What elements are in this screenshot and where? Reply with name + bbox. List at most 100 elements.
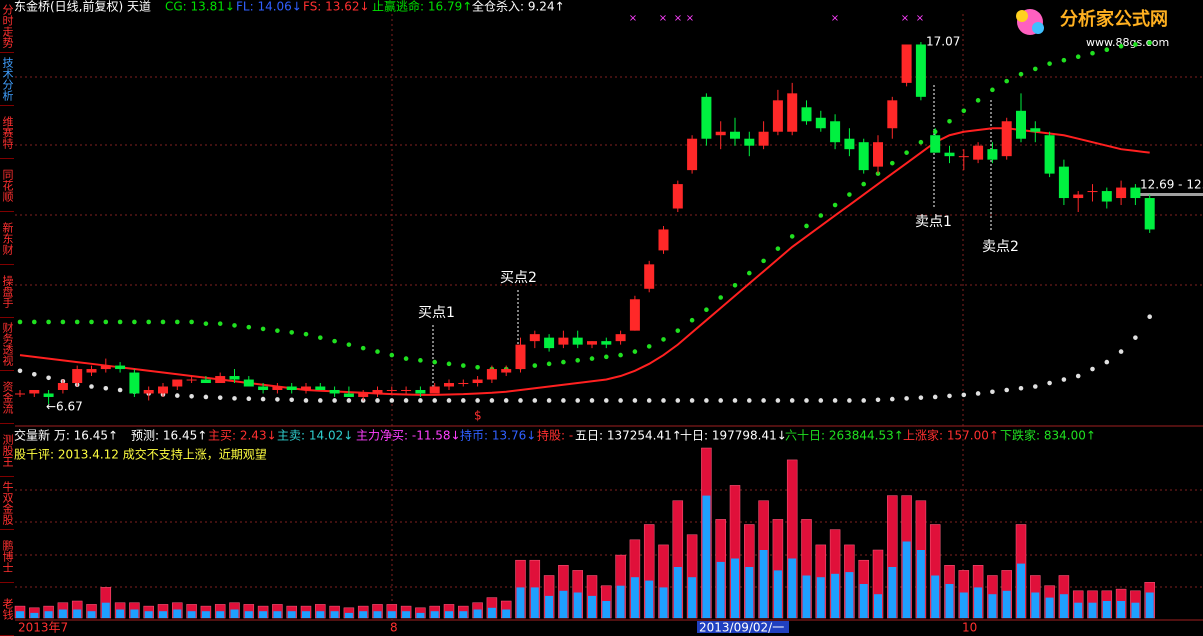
sidebar-tab[interactable]: 分时走势: [0, 0, 14, 53]
sidebar-tab[interactable]: 资金流: [0, 371, 14, 424]
dot: [475, 398, 480, 403]
candle-body: [15, 393, 25, 395]
dot: [947, 118, 952, 124]
dot: [632, 349, 638, 354]
candle-body: [973, 145, 984, 160]
volume-inner-bar: [30, 612, 39, 618]
candle-body: [1101, 191, 1112, 202]
candle-body: [1001, 121, 1012, 157]
candle-body: [901, 44, 912, 83]
candle-body: [243, 379, 254, 387]
volume-inner-bar: [745, 567, 754, 618]
dot: [1018, 71, 1024, 77]
candle-body: [43, 393, 54, 397]
volume-inner-bar: [1002, 590, 1011, 618]
dot: [575, 358, 580, 363]
candle-body: [143, 389, 154, 394]
volume-inner-bar: [1145, 592, 1154, 618]
candle-body: [730, 131, 740, 139]
dot: [403, 356, 409, 361]
volume-header-item: 持币: 13.76↓: [460, 428, 536, 443]
dot: [1133, 335, 1138, 340]
dot: [46, 319, 51, 325]
volume-inner-bar: [44, 611, 53, 618]
dot: [1004, 78, 1009, 84]
candle-body: [186, 379, 197, 381]
candle-body: [386, 389, 397, 391]
dot: [1147, 314, 1152, 320]
candle-body: [815, 117, 826, 129]
dot: [689, 398, 695, 403]
dot: [775, 246, 781, 251]
dot: [661, 398, 666, 403]
candle-body: [329, 389, 340, 394]
ma-line: [19, 127, 1150, 396]
dot: [17, 368, 23, 374]
sidebar-tab[interactable]: 操盘手: [0, 265, 14, 318]
dot: [246, 396, 252, 402]
dot: [575, 398, 580, 403]
volume-header-item: 预测: 16.45↑: [131, 429, 207, 443]
dot: [260, 326, 266, 332]
dot: [604, 398, 609, 403]
sidebar: 分时走势 技术分析 维赛特 同花顺 新东财 操盘手 财务透视 资金流 测股王 牛双金股 鹏博士 老钱: [0, 0, 14, 636]
sidebar-tab[interactable]: 牛双金股: [0, 477, 14, 530]
volume-inner-bar: [645, 580, 654, 618]
dot: [403, 398, 409, 403]
volume-inner-bar: [630, 577, 639, 618]
dot: [503, 398, 509, 403]
candle-body: [772, 100, 783, 132]
marker: $: [474, 409, 482, 423]
candle-body: [715, 131, 726, 136]
volume-inner-bar: [73, 609, 82, 618]
dot: [32, 371, 37, 377]
volume-inner-bar: [387, 611, 396, 618]
dot: [618, 352, 623, 358]
volume-header-item: 持股: -: [537, 428, 573, 443]
dot: [675, 398, 681, 403]
candle-body: [1116, 187, 1127, 199]
dot: [990, 389, 995, 395]
dot: [332, 338, 337, 344]
volume-inner-bar: [487, 607, 496, 618]
candle-body: [1016, 110, 1026, 139]
volume-inner-bar: [259, 611, 268, 618]
header-item: CG: 13.81↓: [165, 0, 235, 14]
volume-inner-bar: [187, 611, 196, 618]
dot: [604, 354, 609, 360]
sidebar-tab[interactable]: 财务透视: [0, 318, 14, 371]
sidebar-tab[interactable]: 鹏博士: [0, 530, 14, 583]
volume-inner-bar: [688, 577, 697, 618]
candle-body: [272, 386, 283, 390]
candle-body: [158, 386, 168, 394]
dot: [175, 393, 180, 398]
dot: [747, 270, 752, 276]
volume-inner-bar: [888, 567, 897, 618]
dot: [818, 213, 824, 218]
candle-body: [658, 229, 669, 251]
volume-inner-bar: [144, 611, 153, 618]
dot: [432, 398, 438, 403]
dot: [932, 394, 938, 400]
volume-inner-bar: [230, 609, 239, 618]
dot: [589, 398, 595, 403]
volume-inner-bar: [616, 585, 625, 618]
sidebar-tab[interactable]: 测股王: [0, 424, 14, 477]
dot: [1147, 40, 1152, 46]
sidebar-tab[interactable]: 维赛特: [0, 106, 14, 159]
sidebar-tab[interactable]: 技术分析: [0, 53, 14, 106]
volume-inner-bar: [287, 611, 296, 618]
dot: [732, 398, 738, 403]
candle-body: [258, 386, 269, 390]
dot: [1047, 61, 1052, 66]
dot: [232, 323, 237, 328]
volume-inner-bar: [588, 595, 596, 618]
sidebar-tab[interactable]: 老钱: [0, 583, 14, 636]
sidebar-tab[interactable]: 新东财: [0, 212, 14, 265]
candle-body: [744, 138, 755, 146]
dot: [861, 398, 866, 403]
candle-body: [544, 337, 555, 349]
dot: [875, 397, 881, 403]
candle-body: [887, 100, 898, 129]
sidebar-tab[interactable]: 同花顺: [0, 159, 14, 212]
